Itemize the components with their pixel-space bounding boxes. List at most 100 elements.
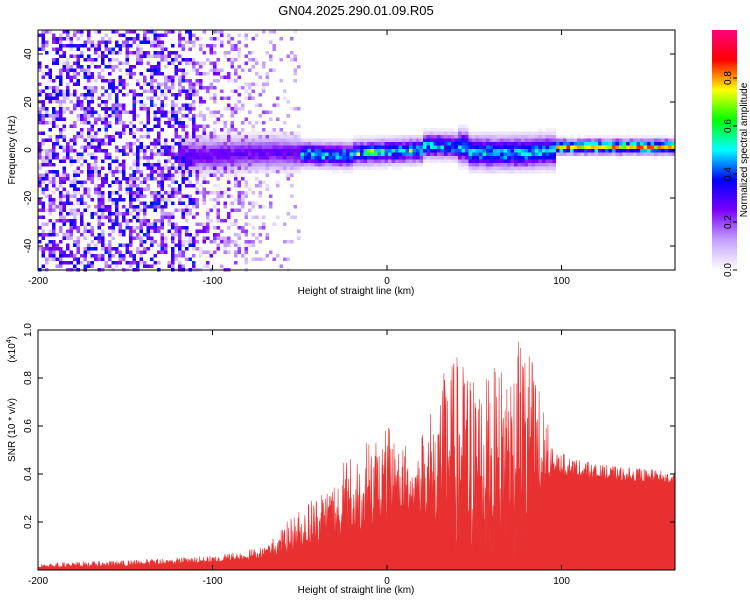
spectrogram-cell: [206, 152, 210, 156]
spectrogram-cell: [122, 166, 126, 170]
spectrogram-cell: [195, 156, 199, 160]
spectrogram-cell: [150, 243, 154, 247]
spectrogram-cell: [150, 229, 154, 233]
spectrogram-cell: [605, 149, 609, 153]
spectrogram-cell: [234, 208, 238, 212]
spectrogram-cell: [48, 30, 52, 34]
spectrogram-cell: [398, 159, 402, 163]
spectrogram-cell: [237, 201, 241, 205]
spectrogram-cell: [227, 96, 231, 100]
spectrogram-cell: [223, 145, 227, 149]
spectrogram-cell: [181, 121, 185, 125]
spectrogram-cell: [458, 145, 462, 149]
spectrogram-cell: [157, 250, 161, 254]
spectrogram-cell: [111, 254, 115, 258]
spectrogram-cell: [181, 103, 185, 107]
spectrogram-cell: [244, 222, 248, 226]
spectrogram-cell: [465, 145, 469, 149]
spectrogram-cell: [73, 208, 77, 212]
spectrogram-cell: [283, 240, 287, 244]
spectrogram-cell: [580, 149, 584, 153]
spectrogram-cell: [381, 145, 385, 149]
spectrogram-cell: [167, 177, 171, 181]
spectrogram-cell: [167, 222, 171, 226]
spectrogram-cell: [48, 138, 52, 142]
spectrogram-cell: [174, 65, 178, 69]
spectrogram-cell: [542, 131, 546, 135]
spectrogram-cell: [90, 152, 94, 156]
spectrogram-cell: [468, 149, 472, 153]
spectrogram-cell: [62, 61, 66, 65]
spectrogram-cell: [479, 166, 483, 170]
spectrogram-cell: [412, 163, 416, 167]
spectrogram-cell: [139, 208, 143, 212]
spectrogram-cell: [472, 156, 476, 160]
spectrogram-cell: [244, 82, 248, 86]
spectrogram-cell: [258, 170, 262, 174]
spectrogram-cell: [332, 156, 336, 160]
spectrogram-cell: [164, 145, 168, 149]
spectrogram-cell: [199, 37, 203, 41]
spectrogram-cell: [500, 152, 504, 156]
spectrogram-cell: [192, 152, 196, 156]
spectrogram-cell: [251, 96, 255, 100]
spectrogram-cell: [426, 128, 430, 132]
spectrogram-cell: [367, 159, 371, 163]
spectrogram-cell: [377, 135, 381, 139]
spectrogram-cell: [132, 215, 136, 219]
spectrogram-cell: [101, 142, 105, 146]
spectrogram-cell: [216, 117, 220, 121]
spectrogram-cell: [258, 205, 262, 209]
spectrogram-cell: [234, 254, 238, 258]
spectrogram-cell: [311, 142, 315, 146]
spectrogram-cell: [174, 243, 178, 247]
spectrogram-cell: [304, 159, 308, 163]
spectrogram-cell: [496, 156, 500, 160]
spectrogram-cell: [115, 149, 119, 153]
spectrogram-cell: [171, 191, 175, 195]
spectrogram-cell: [167, 194, 171, 198]
spectrogram-cell: [374, 156, 378, 160]
spectrogram-cell: [101, 254, 105, 258]
spectrogram-cell: [220, 264, 224, 268]
spectrogram-cell: [136, 194, 140, 198]
spectrogram-cell: [52, 233, 56, 237]
spectrogram-cell: [384, 145, 388, 149]
spectrogram-cell: [87, 128, 91, 132]
spectrogram-cell: [185, 205, 189, 209]
spectrogram-cell: [293, 152, 297, 156]
spectrogram-cell: [52, 96, 56, 100]
spectrogram-cell: [272, 131, 276, 135]
spectrogram-cell: [521, 145, 525, 149]
spectrogram-cell: [563, 145, 567, 149]
spectrogram-cell: [545, 163, 549, 167]
spectrogram-cell: [255, 33, 259, 37]
spectrogram-cell: [80, 93, 84, 97]
spectrogram-cell: [272, 68, 276, 72]
spectrogram-cell: [244, 170, 248, 174]
spectrogram-cell: [181, 215, 185, 219]
spectrogram-cell: [150, 30, 154, 34]
spectrogram-cell: [328, 149, 332, 153]
spectrogram-cell: [311, 138, 315, 142]
spectrogram-cell: [122, 233, 126, 237]
spectrogram-cell: [538, 138, 542, 142]
spectrogram-cell: [188, 243, 192, 247]
spectrogram-cell: [160, 243, 164, 247]
spectrogram-cell: [80, 201, 84, 205]
spectrogram-cell: [395, 152, 399, 156]
spectrogram-cell: [192, 264, 196, 268]
spectrogram-cell: [55, 142, 59, 146]
spectrogram-cell: [132, 142, 136, 146]
spectrogram-cell: [230, 107, 234, 111]
spectrogram-cell: [510, 142, 514, 146]
spectrogram-cell: [237, 194, 241, 198]
spectrogram-cell: [157, 184, 161, 188]
spectrogram-cell: [531, 149, 535, 153]
spectrogram-cell: [171, 236, 175, 240]
spectrogram-cell: [234, 142, 238, 146]
spectrogram-cell: [423, 131, 427, 135]
spectrogram-cell: [640, 152, 644, 156]
spectrogram-cell: [423, 152, 427, 156]
spectrogram-cell: [153, 51, 157, 55]
